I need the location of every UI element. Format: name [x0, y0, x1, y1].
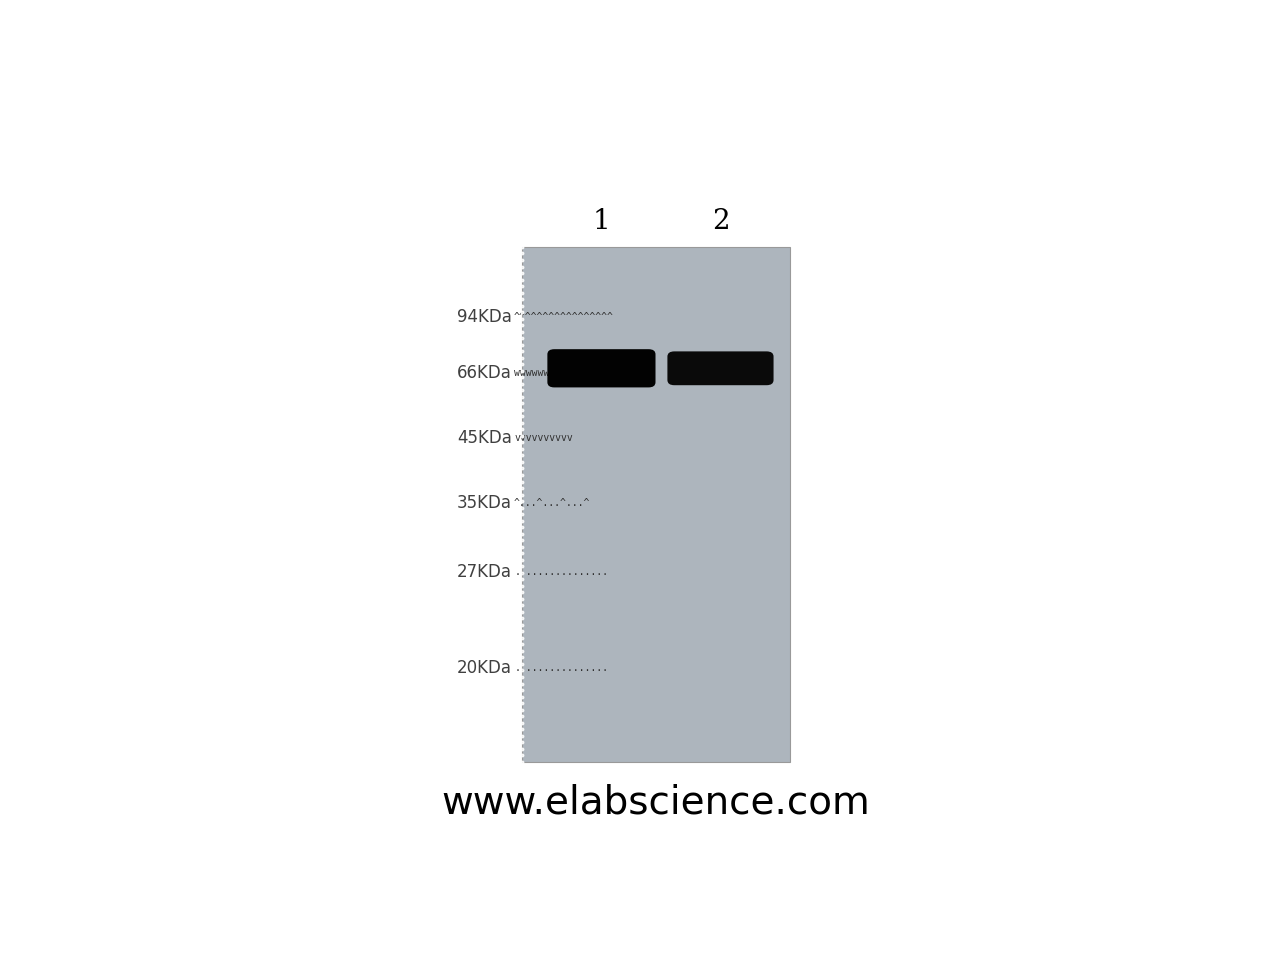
Text: ................: ................	[515, 567, 608, 577]
Text: vvvvvvvvvv: vvvvvvvvvv	[515, 434, 573, 443]
FancyBboxPatch shape	[667, 351, 773, 385]
Text: wwwwwwwww: wwwwwwwww	[515, 369, 567, 378]
Text: 45KDa: 45KDa	[457, 429, 512, 447]
Text: 35KDa: 35KDa	[457, 494, 512, 512]
FancyBboxPatch shape	[522, 247, 790, 762]
FancyBboxPatch shape	[548, 350, 655, 388]
Text: ^...^...^...^: ^...^...^...^	[515, 498, 590, 508]
Text: www.elabscience.com: www.elabscience.com	[442, 783, 870, 821]
Text: 27KDa: 27KDa	[457, 563, 512, 581]
Text: ^^^^^^^^^^^^^^^^^: ^^^^^^^^^^^^^^^^^	[515, 312, 614, 322]
Text: ................: ................	[515, 663, 608, 672]
Text: 20KDa: 20KDa	[457, 659, 512, 676]
Text: 94KDa: 94KDa	[457, 308, 512, 326]
Text: 66KDa: 66KDa	[457, 365, 512, 382]
Text: 1: 1	[593, 208, 611, 235]
Text: 2: 2	[712, 208, 730, 235]
